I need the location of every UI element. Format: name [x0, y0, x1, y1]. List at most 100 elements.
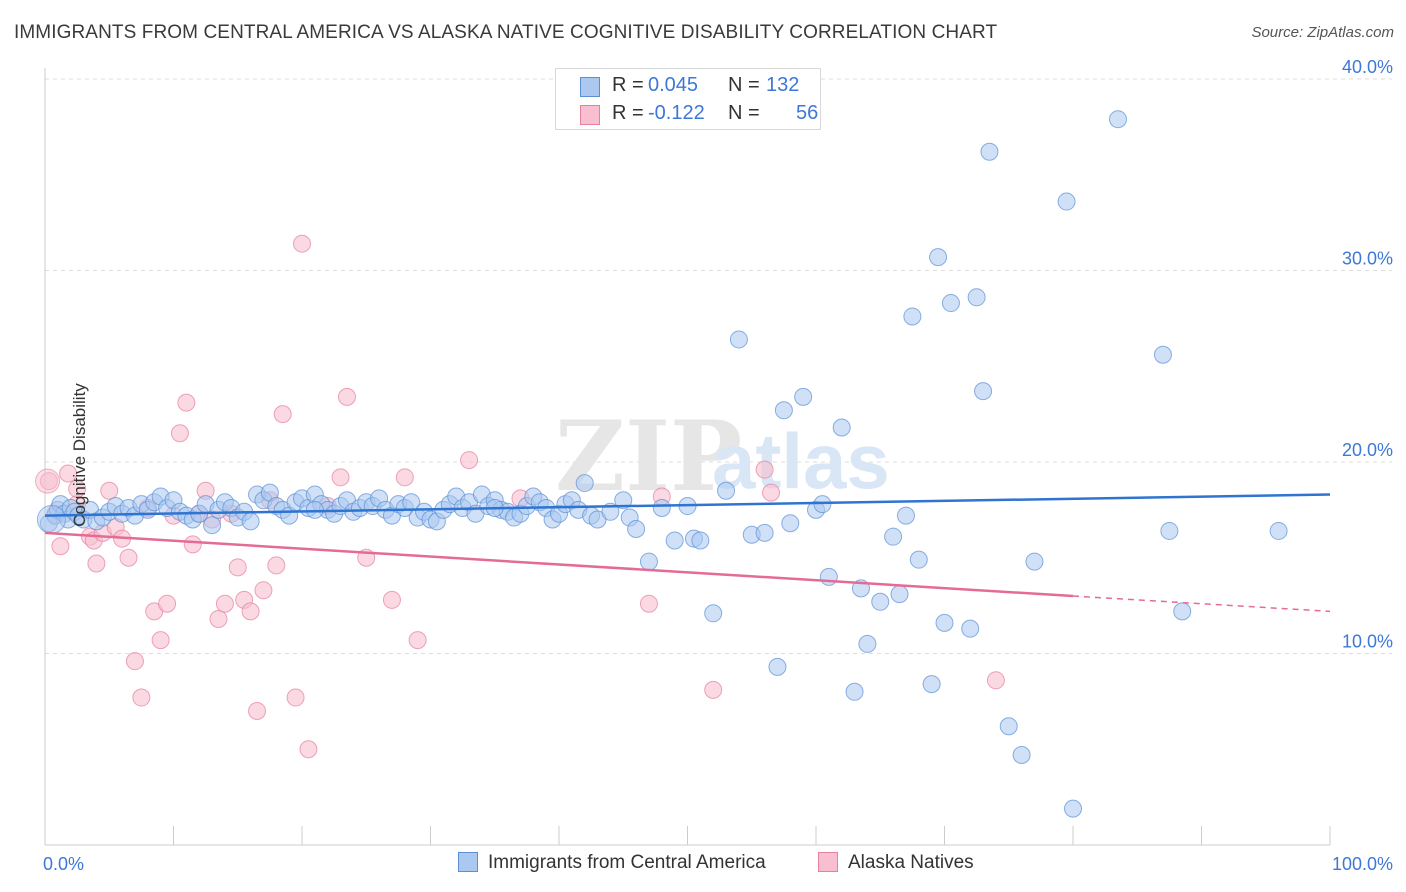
data-point-alaska-natives: [762, 483, 781, 502]
data-point-alaska-natives: [59, 464, 78, 483]
data-point-alaska-natives: [299, 740, 318, 759]
data-point-immigrants: [967, 288, 986, 307]
data-point-alaska-natives: [209, 610, 228, 629]
chart-title: IMMIGRANTS FROM CENTRAL AMERICA VS ALASK…: [14, 22, 998, 43]
data-point-immigrants: [922, 675, 941, 694]
trend-line-immigrants: [44, 493, 1331, 517]
data-point-immigrants: [1153, 345, 1172, 364]
data-point-immigrants: [819, 567, 838, 586]
data-point-alaska-natives: [293, 234, 311, 253]
data-point-alaska-natives: [125, 652, 144, 671]
gridlines: [45, 78, 1392, 654]
data-point-immigrants: [871, 592, 890, 611]
data-point-immigrants: [1012, 745, 1031, 764]
data-point-immigrants: [1057, 192, 1076, 211]
legend-swatch-blue: [580, 77, 600, 97]
data-point-immigrants: [1025, 552, 1044, 571]
data-point-immigrants: [999, 717, 1018, 736]
axes: [44, 68, 1331, 846]
data-point-alaska-natives: [986, 671, 1005, 690]
bottom-legend-label: Immigrants from Central America: [488, 852, 766, 873]
data-point-alaska-natives: [382, 590, 401, 609]
trend-lines: [44, 493, 1331, 613]
bottom-legend-swatch-pink: [818, 852, 838, 872]
data-point-immigrants: [961, 619, 980, 638]
data-point-immigrants: [639, 552, 658, 571]
legend-n-value: 132: [766, 74, 800, 96]
y-tick-label: 40.0%: [1342, 57, 1393, 77]
bottom-legend-item-alaska-natives[interactable]: Alaska Natives: [818, 852, 974, 874]
data-point-alaska-natives: [51, 537, 70, 556]
legend-n-label: N =: [728, 74, 760, 96]
data-point-alaska-natives: [331, 468, 350, 487]
data-point-immigrants: [980, 142, 999, 161]
data-point-alaska-natives: [248, 701, 267, 720]
data-point-alaska-natives: [215, 594, 234, 613]
data-point-alaska-natives: [132, 688, 151, 707]
data-point-immigrants: [704, 604, 723, 623]
data-point-immigrants: [1108, 110, 1127, 129]
data-point-alaska-natives: [119, 548, 138, 567]
legend-r-value: -0.122: [648, 102, 705, 124]
watermark-zip: ZIP: [555, 400, 742, 513]
trend-line-alaska-natives: [44, 531, 1074, 598]
data-point-immigrants: [941, 294, 960, 313]
data-point-alaska-natives: [755, 460, 774, 479]
legend-r-label: R =: [612, 102, 644, 124]
x-tick-label: 0.0%: [43, 854, 84, 874]
data-point-immigrants: [929, 248, 948, 267]
watermark: ZIP atlas: [555, 400, 890, 513]
data-point-immigrants: [935, 613, 954, 632]
data-point-alaska-natives: [100, 481, 119, 500]
data-point-immigrants: [858, 634, 877, 653]
data-point-immigrants: [781, 514, 800, 533]
data-point-immigrants: [36, 504, 66, 534]
legend-r-label: R =: [612, 74, 644, 96]
data-point-alaska-natives: [35, 468, 61, 494]
data-point-immigrants: [203, 516, 222, 535]
data-point-immigrants: [832, 418, 851, 437]
data-point-immigrants: [652, 498, 671, 517]
legend-n-value: 56: [796, 102, 819, 124]
data-point-alaska-natives: [228, 558, 247, 577]
data-point-alaska-natives: [68, 479, 87, 498]
data-point-immigrants: [884, 527, 903, 546]
data-point-alaska-natives: [408, 631, 427, 650]
legend: R = 0.045 N = 132 R = -0.122 N = 56: [555, 68, 821, 130]
data-point-immigrants: [241, 512, 260, 531]
series-alaska-natives: [35, 234, 1005, 759]
legend-swatch-pink: [580, 105, 600, 125]
data-point-immigrants: [794, 387, 813, 406]
data-point-alaska-natives: [151, 631, 170, 650]
x-tick-label: 100.0%: [1332, 854, 1393, 874]
data-point-alaska-natives: [183, 535, 202, 554]
data-point-alaska-natives: [337, 387, 356, 406]
bottom-legend-swatch-blue: [458, 852, 478, 872]
data-point-alaska-natives: [704, 680, 723, 699]
data-point-alaska-natives: [177, 393, 196, 412]
data-point-immigrants: [774, 401, 793, 420]
y-tick-label: 30.0%: [1342, 249, 1393, 269]
tick-labels: 10.0% 20.0% 30.0% 40.0% 0.0% 100.0%: [43, 57, 1393, 874]
data-point-alaska-natives: [254, 581, 273, 600]
data-point-immigrants: [974, 382, 993, 401]
source-label: Source: ZipAtlas.com: [1251, 24, 1394, 41]
data-point-immigrants: [614, 491, 633, 510]
data-point-immigrants: [717, 481, 736, 500]
data-point-immigrants: [845, 682, 864, 701]
data-point-immigrants: [575, 474, 594, 493]
data-point-immigrants: [1269, 521, 1288, 540]
data-point-alaska-natives: [267, 556, 286, 575]
legend-n-label: N =: [728, 102, 760, 124]
bottom-legend-item-immigrants[interactable]: Immigrants from Central America: [458, 852, 766, 874]
data-point-immigrants: [909, 550, 928, 569]
data-point-alaska-natives: [639, 594, 658, 613]
data-point-immigrants: [665, 531, 684, 550]
data-point-alaska-natives: [286, 688, 305, 707]
data-point-alaska-natives: [273, 405, 292, 424]
data-point-immigrants: [1064, 799, 1082, 818]
y-axis-label: Cognitive Disability: [69, 383, 89, 527]
data-point-immigrants: [691, 531, 710, 550]
watermark-atlas: atlas: [712, 417, 890, 505]
